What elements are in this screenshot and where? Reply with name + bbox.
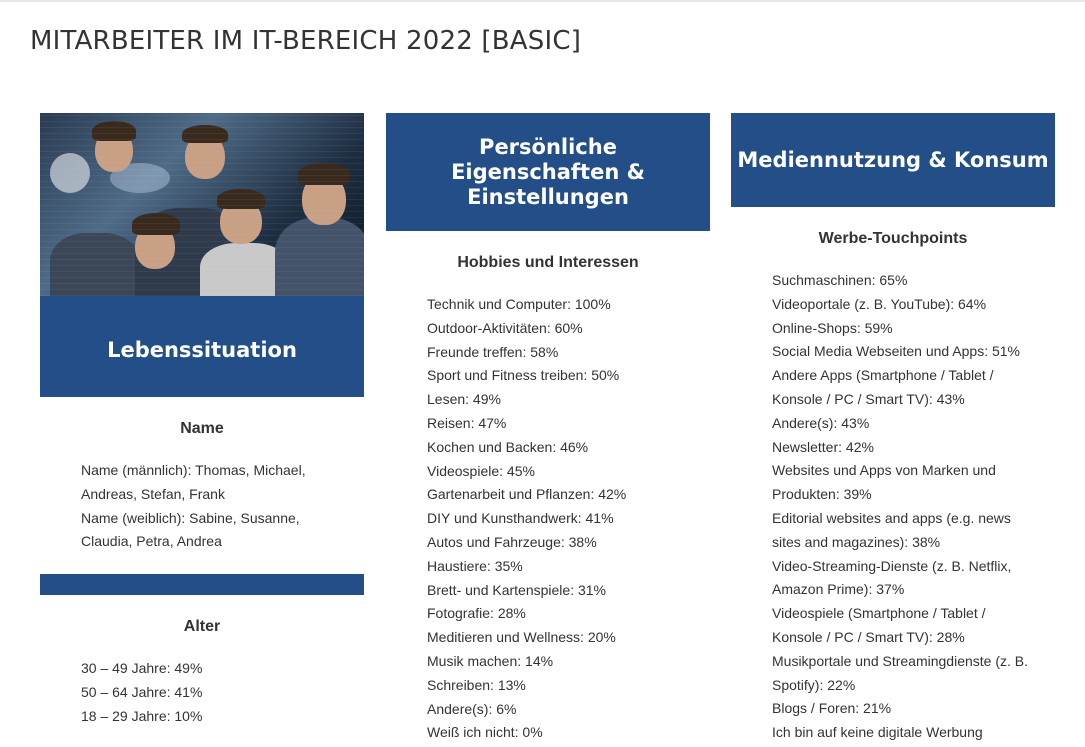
list-item: Freunde treffen: 58%	[427, 343, 559, 360]
list-item: Suchmaschinen: 65%	[772, 272, 908, 288]
touchpoints-heading: Werbe-Touchpoints	[818, 230, 968, 247]
list-item: 18 – 29 Jahre: 10%	[81, 707, 203, 724]
list-item: Amazon Prime): 37%	[772, 581, 905, 598]
column-mediennutzung: Mediennutzung & Konsum Werbe-Touchpoints…	[731, 113, 1055, 745]
list-item: Andere(s): 43%	[772, 414, 870, 431]
hobbies-heading: Hobbies und Interessen	[457, 254, 639, 271]
age-list: 30 – 49 Jahre: 49% 50 – 64 Jahre: 41% 18…	[40, 657, 364, 728]
list-item: 30 – 49 Jahre: 49%	[81, 660, 203, 677]
section-header-lebenssituation: Lebenssituation	[40, 296, 364, 397]
list-item: Spotify): 22%	[772, 676, 856, 693]
list-item: Konsole / PC / Smart TV): 28%	[772, 628, 965, 645]
list-item: Videoportale (z. B. YouTube): 64%	[772, 295, 987, 312]
list-item: Name (weiblich): Sabine, Susanne,	[81, 509, 300, 526]
list-item: Konsole / PC / Smart TV): 43%	[772, 390, 965, 407]
list-item: Technik und Computer: 100%	[427, 296, 611, 312]
list-item: Video-Streaming-Dienste (z. B. Netflix,	[772, 557, 1012, 574]
list-item: Produkten: 39%	[772, 486, 872, 503]
list-item: Andere Apps (Smartphone / Tablet /	[772, 367, 994, 384]
name-heading: Name	[180, 420, 224, 437]
list-item: sites and magazines): 38%	[772, 533, 941, 550]
list-item: Claudia, Petra, Andrea	[81, 533, 222, 550]
top-divider	[0, 0, 1085, 2]
list-item: Schreiben: 13%	[427, 676, 526, 693]
list-item: Haustiere: 35%	[427, 557, 523, 574]
list-item: Videospiele: 45%	[427, 462, 535, 479]
list-item: 50 – 64 Jahre: 41%	[81, 683, 203, 700]
section-header-eigenschaften: Persönliche Eigenschaften & Einstellunge…	[386, 113, 710, 231]
list-item: Outdoor-Aktivitäten: 60%	[427, 319, 583, 336]
list-item: Andere(s): 6%	[427, 700, 517, 717]
list-item: Videospiele (Smartphone / Tablet /	[772, 605, 986, 622]
list-item: Ich bin auf keine digitale Werbung	[772, 724, 983, 741]
section-divider-bar	[40, 574, 364, 596]
list-item: Musik machen: 14%	[427, 652, 554, 669]
list-item: Reisen: 47%	[427, 414, 507, 431]
hobbies-list: Technik und Computer: 100% Outdoor-Aktivi…	[386, 293, 710, 745]
list-item: Blogs / Foren: 21%	[772, 700, 892, 717]
touchpoints-list: Suchmaschinen: 65% Videoportale (z. B. Yo…	[731, 269, 1055, 745]
list-item: Websites und Apps von Marken und	[772, 462, 996, 479]
list-item: Name (männlich): Thomas, Michael,	[81, 462, 306, 478]
name-list: Name (männlich): Thomas, Michael, Andrea…	[40, 459, 364, 554]
section-header-mediennutzung: Mediennutzung & Konsum	[731, 113, 1055, 207]
list-item: Sport und Fitness treiben: 50%	[427, 367, 620, 384]
list-item: Editorial websites and apps (e.g. news	[772, 509, 1011, 526]
list-item: Fotografie: 28%	[427, 605, 526, 622]
list-item: Musikportale und Streamingdienste (z. B.	[772, 652, 1029, 669]
list-item: Brett- und Kartenspiele: 31%	[427, 581, 606, 598]
list-item: Lesen: 49%	[427, 391, 501, 408]
column-lebenssituation: Lebenssituation Name Name (männlich): Th…	[40, 113, 364, 729]
list-item: Weiß ich nicht: 0%	[427, 724, 543, 741]
list-item: Newsletter: 42%	[772, 438, 874, 455]
column-eigenschaften: Persönliche Eigenschaften & Einstellunge…	[386, 113, 710, 745]
list-item: Meditieren und Wellness: 20%	[427, 629, 616, 646]
list-item: DIY und Kunsthandwerk: 41%	[427, 510, 614, 527]
team-photo-image	[40, 113, 364, 296]
list-item: Andreas, Stefan, Frank	[81, 485, 225, 502]
age-heading: Alter	[183, 618, 221, 636]
list-item: Online-Shops: 59%	[772, 319, 893, 336]
list-item: Social Media Webseiten und Apps: 51%	[772, 343, 1021, 360]
list-item: Autos und Fahrzeuge: 38%	[427, 533, 597, 550]
page-title: MITARBEITER IM IT-BEREICH 2022 [BASIC]	[30, 26, 582, 56]
list-item: Kochen und Backen: 46%	[427, 438, 589, 455]
list-item: Gartenarbeit und Pflanzen: 42%	[427, 486, 627, 503]
